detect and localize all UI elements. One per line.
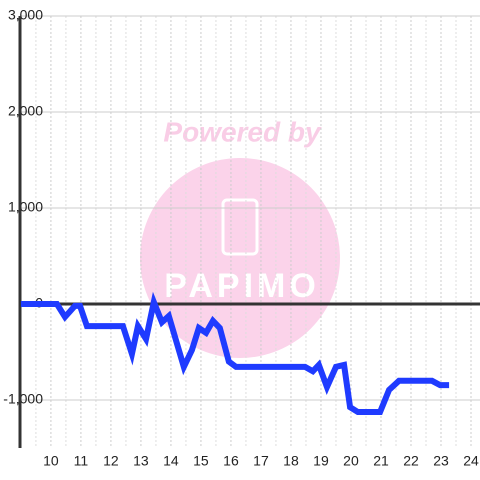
x-tick-label: 23 (433, 453, 449, 469)
x-tick-label: 21 (373, 453, 389, 469)
watermark-logo: PAPIMO (164, 267, 320, 305)
x-tick-label: 14 (163, 453, 179, 469)
x-tick-label: 17 (253, 453, 269, 469)
x-tick-label: 10 (43, 453, 59, 469)
y-tick-label: 3,000 (8, 7, 43, 23)
x-tick-label: 15 (193, 453, 209, 469)
x-tick-label: 24 (463, 453, 479, 469)
x-tick-label: 11 (74, 453, 89, 469)
watermark-text: Powered by (163, 116, 322, 147)
x-tick-label: 20 (343, 453, 359, 469)
x-tick-label: 12 (103, 453, 119, 469)
y-tick-label: -1,000 (3, 391, 43, 407)
y-tick-label: 1,000 (8, 199, 43, 215)
x-tick-label: 13 (133, 453, 149, 469)
x-tick-label: 18 (283, 453, 299, 469)
y-tick-label: 2,000 (8, 103, 43, 119)
x-tick-label: 16 (223, 453, 239, 469)
x-tick-label: 19 (313, 453, 329, 469)
data-line (20, 291, 450, 415)
x-tick-label: 22 (403, 453, 419, 469)
watermark-icon (221, 198, 259, 256)
